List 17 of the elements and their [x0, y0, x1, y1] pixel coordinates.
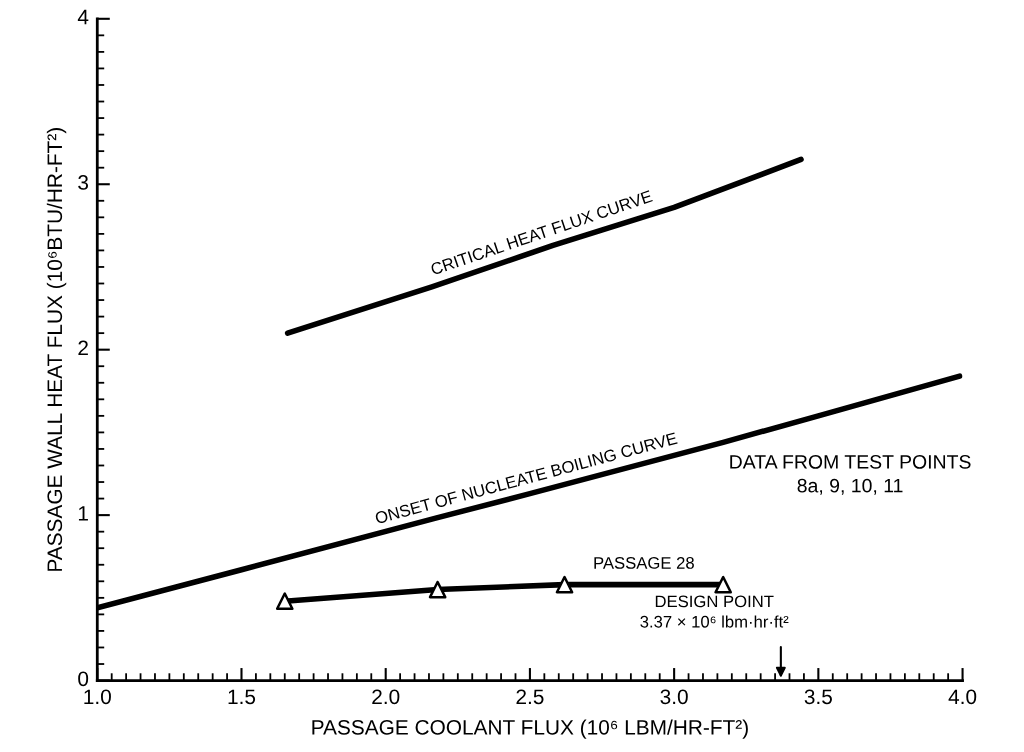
x-tick-label: 1.5 [228, 689, 256, 705]
annotation: DESIGN POINT 3.37 × 10⁶ lbm·hr·ft² [640, 595, 789, 628]
annotation: DATA FROM TEST POINTS 8a, 9, 10, 11 [730, 454, 971, 495]
y-tick-label: 0 [78, 671, 89, 687]
x-tick-label: 2.5 [516, 689, 544, 705]
y-tick-label: 3 [78, 175, 89, 190]
series-label: PASSAGE 28 [594, 557, 694, 569]
x-tick-label: 3.5 [804, 689, 832, 705]
y-tick-label: 4 [77, 9, 89, 25]
x-tick-label: 4.0 [948, 689, 977, 705]
y-tick-label: 2 [78, 340, 88, 356]
y-tick-label: 1 [78, 506, 88, 521]
x-tick-label: 1.0 [84, 689, 111, 705]
y-axis-title: PASSAGE WALL HEAT FLUX (10⁶BTU/HR-FT²) [46, 128, 67, 571]
x-tick-label: 3.0 [660, 689, 688, 705]
x-axis-title: PASSAGE COOLANT FLUX (10⁶ LBM/HR-FT²) [312, 719, 748, 739]
x-tick-label: 2.0 [372, 689, 400, 705]
